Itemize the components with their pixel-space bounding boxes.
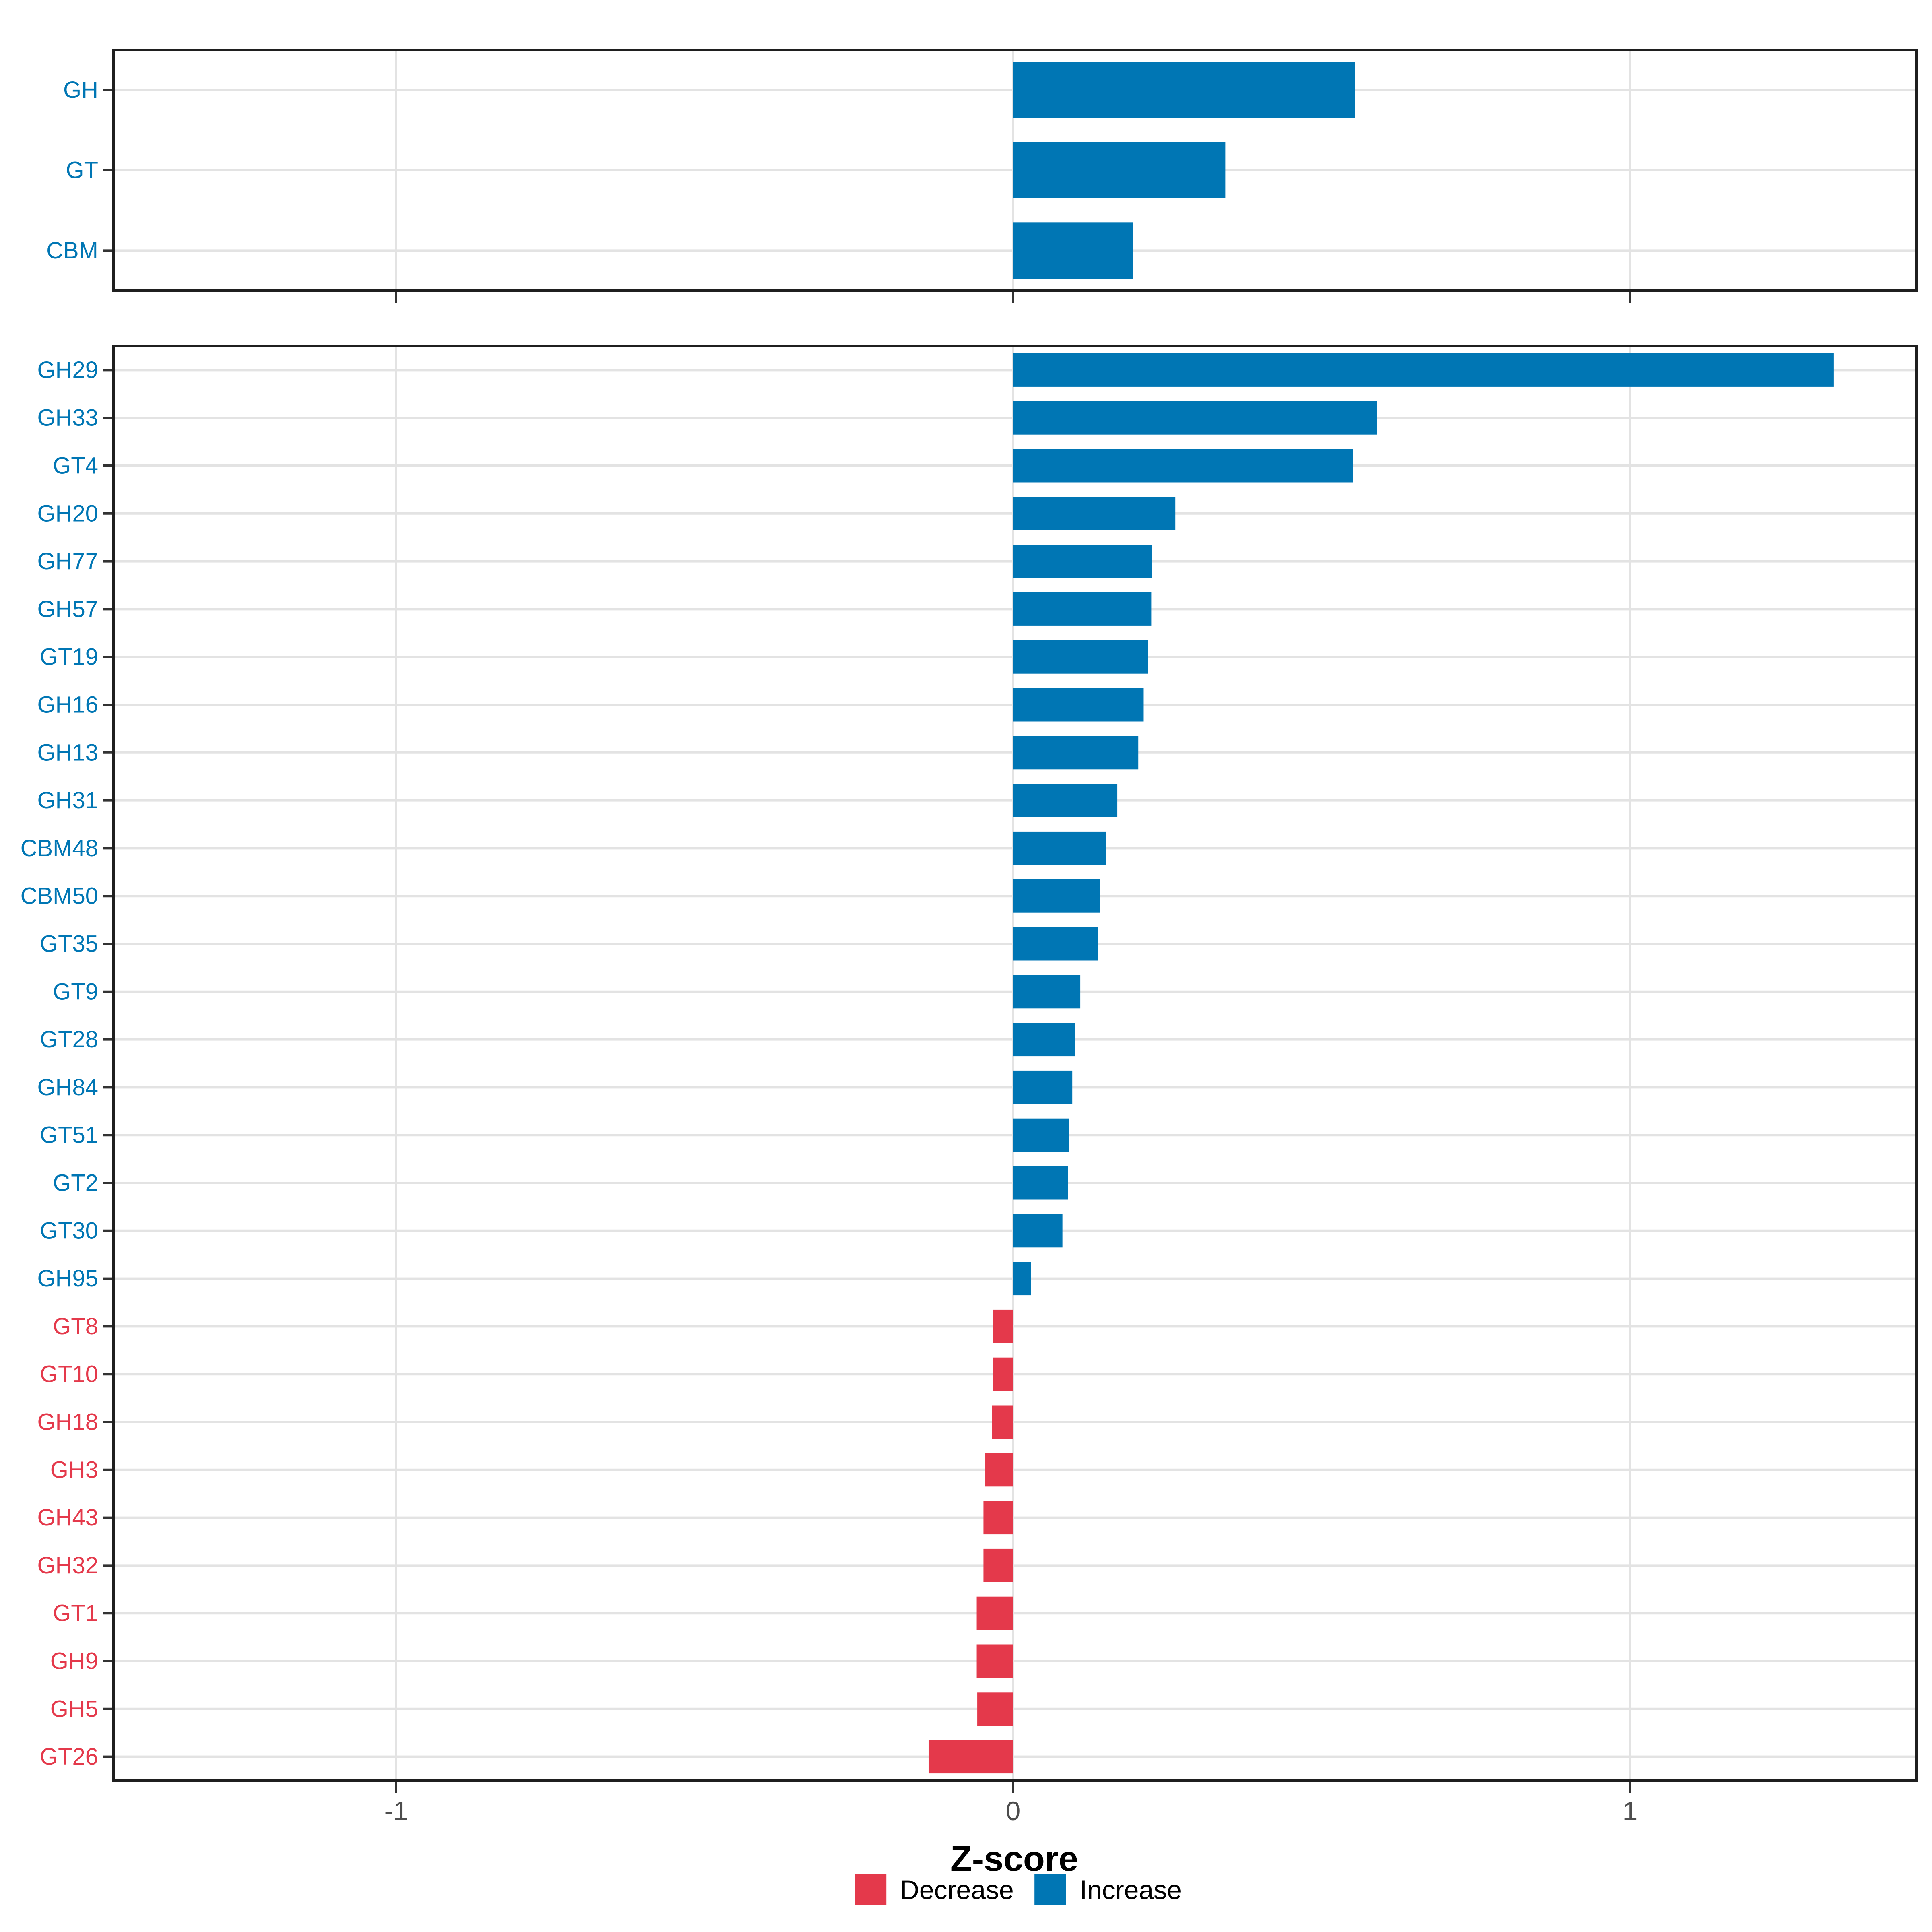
category-label-GH29: GH29 <box>37 357 98 383</box>
bar-GH13 <box>1013 736 1139 770</box>
bar-GT28 <box>1013 1023 1075 1057</box>
category-label-GH31: GH31 <box>37 787 98 813</box>
category-label-GT28: GT28 <box>40 1026 98 1053</box>
bar-GH18 <box>992 1405 1013 1439</box>
bar-GH9 <box>976 1644 1013 1678</box>
category-label-GH32: GH32 <box>37 1552 98 1579</box>
bar-GT19 <box>1013 640 1148 674</box>
category-label-GH43: GH43 <box>37 1505 98 1531</box>
bar-GH20 <box>1013 497 1176 530</box>
x-tick-label-pos1: 1 <box>1622 1796 1638 1826</box>
bar-CBM <box>1013 222 1133 279</box>
bar-GT <box>1013 142 1226 198</box>
category-label-GT30: GT30 <box>40 1218 98 1244</box>
x-tick-label-neg1: -1 <box>384 1796 408 1826</box>
summary-panel-border <box>112 49 1918 292</box>
bar-GT1 <box>976 1596 1013 1630</box>
bar-GH31 <box>1013 784 1118 817</box>
bar-GH84 <box>1013 1070 1073 1104</box>
legend-label-decrease: Decrease <box>900 1875 1014 1905</box>
category-label-GT4: GT4 <box>53 453 98 479</box>
x-axis-title: Z-score <box>950 1839 1078 1878</box>
bar-CBM48 <box>1013 831 1106 865</box>
bar-GH32 <box>983 1548 1013 1582</box>
category-label-GT9: GT9 <box>53 978 98 1005</box>
bar-GT51 <box>1013 1118 1069 1152</box>
category-label-GH5: GH5 <box>50 1696 98 1722</box>
bar-GH3 <box>985 1453 1013 1487</box>
bar-GH29 <box>1013 353 1834 387</box>
bar-GH57 <box>1013 592 1152 626</box>
category-label-GH77: GH77 <box>37 548 98 574</box>
category-label-GH13: GH13 <box>37 739 98 766</box>
category-label-GT: GT <box>66 157 98 184</box>
bar-GT2 <box>1013 1166 1068 1200</box>
category-label-GH16: GH16 <box>37 692 98 718</box>
bar-CBM50 <box>1013 879 1100 913</box>
category-label-GH18: GH18 <box>37 1409 98 1435</box>
category-label-CBM: CBM <box>46 237 98 264</box>
legend-item-increase: Increase <box>1034 1874 1182 1905</box>
category-label-GH95: GH95 <box>37 1265 98 1292</box>
families-panel-border <box>112 345 1918 1782</box>
category-label-GH20: GH20 <box>37 500 98 526</box>
decrease-color-swatch <box>855 1874 887 1905</box>
bar-GT35 <box>1013 927 1098 961</box>
bar-GH16 <box>1013 688 1144 722</box>
increase-color-swatch <box>1034 1874 1066 1905</box>
category-label-CBM48: CBM48 <box>21 835 98 861</box>
category-label-GH84: GH84 <box>37 1074 98 1100</box>
legend-item-decrease: Decrease <box>855 1874 1014 1905</box>
category-label-GH33: GH33 <box>37 405 98 431</box>
category-label-GT19: GT19 <box>40 644 98 670</box>
bar-GH5 <box>977 1692 1013 1726</box>
bar-GH33 <box>1013 401 1377 435</box>
category-label-GT1: GT1 <box>53 1600 98 1627</box>
category-label-GT2: GT2 <box>53 1170 98 1196</box>
category-label-GT35: GT35 <box>40 931 98 957</box>
bar-GT9 <box>1013 975 1081 1009</box>
category-label-GH: GH <box>63 77 98 103</box>
bar-GT10 <box>993 1357 1013 1391</box>
x-tick-label-zero: 0 <box>1005 1796 1021 1826</box>
bar-GT26 <box>928 1740 1013 1774</box>
category-label-GH57: GH57 <box>37 596 98 622</box>
bar-GT30 <box>1013 1214 1063 1248</box>
bar-GT4 <box>1013 449 1353 483</box>
bar-GH95 <box>1013 1262 1031 1296</box>
category-label-CBM50: CBM50 <box>21 883 98 909</box>
category-label-GT26: GT26 <box>40 1744 98 1770</box>
category-label-GT8: GT8 <box>53 1313 98 1340</box>
bar-GT8 <box>993 1309 1013 1343</box>
bar-GH <box>1013 62 1355 118</box>
legend-label-increase: Increase <box>1080 1875 1182 1905</box>
category-label-GT10: GT10 <box>40 1361 98 1387</box>
bar-GH43 <box>983 1501 1013 1535</box>
bar-GH77 <box>1013 545 1152 578</box>
category-label-GH9: GH9 <box>50 1648 98 1674</box>
category-label-GH3: GH3 <box>50 1457 98 1483</box>
category-label-GT51: GT51 <box>40 1122 98 1148</box>
legend: Decrease Increase <box>855 1874 1182 1905</box>
